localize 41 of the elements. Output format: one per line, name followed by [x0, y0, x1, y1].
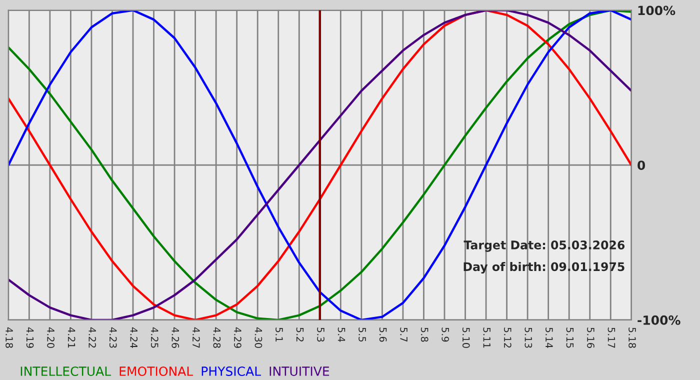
x-tick-label: 4.24 [130, 327, 138, 348]
x-tick-label: 5.13 [524, 328, 532, 348]
x-tick-label: 5.8 [420, 328, 428, 342]
annotation: Target Date: 05.03.2026 [464, 240, 625, 252]
x-tick-label: 4.20 [47, 327, 54, 348]
x-tick-label: 4.30 [254, 327, 262, 348]
x-tick-label: 5.14 [546, 328, 553, 348]
x-tick-label: 5.11 [483, 328, 490, 348]
x-tick-label: 4.22 [88, 327, 96, 348]
x-tick-label: 5.9 [442, 328, 450, 342]
text: PHYSICAL [202, 366, 261, 376]
x-tick-label: 5.17 [608, 328, 616, 348]
y-tick-label: 0 [638, 160, 646, 170]
text: EMOTIONAL [120, 366, 194, 376]
x-tick-label: 4.26 [172, 327, 180, 348]
x-tick-label: 5.7 [400, 328, 408, 342]
x-tick-label: 5.15 [566, 328, 574, 348]
y-tick-label: 100% [638, 6, 676, 16]
x-tick-label: 4.21 [68, 327, 76, 348]
x-tick-label: 4.23 [109, 327, 117, 348]
x-tick-label: 5.10 [462, 328, 470, 348]
x-tick-label: 5.6 [379, 328, 387, 342]
text: INTUITIVE [270, 366, 330, 376]
x-tick-label: 5.1 [276, 328, 283, 342]
x-tick-label: 5.3 [317, 328, 324, 342]
text: INTELLECTUAL [20, 366, 112, 376]
x-tick-label: 5.2 [296, 328, 304, 342]
x-tick-label: 5.16 [587, 328, 594, 348]
x-tick-label: 4.27 [192, 327, 200, 348]
x-tick-label: 5.5 [358, 328, 366, 342]
x-tick-label: 4.19 [26, 327, 34, 348]
line-series [8, 10, 632, 320]
x-tick-label: 4.28 [213, 327, 221, 348]
y-tick-label: -100% [638, 315, 680, 325]
annotation: Day of birth: 09.01.1975 [464, 262, 624, 274]
x-tick-label: 4.18 [6, 327, 13, 348]
x-tick-label: 4.25 [150, 327, 158, 348]
x-tick-label: 4.29 [234, 327, 242, 348]
x-tick-label: 5.18 [628, 328, 636, 348]
x-tick-label: 5.12 [504, 328, 512, 348]
x-tick-label: 5.4 [338, 328, 346, 342]
